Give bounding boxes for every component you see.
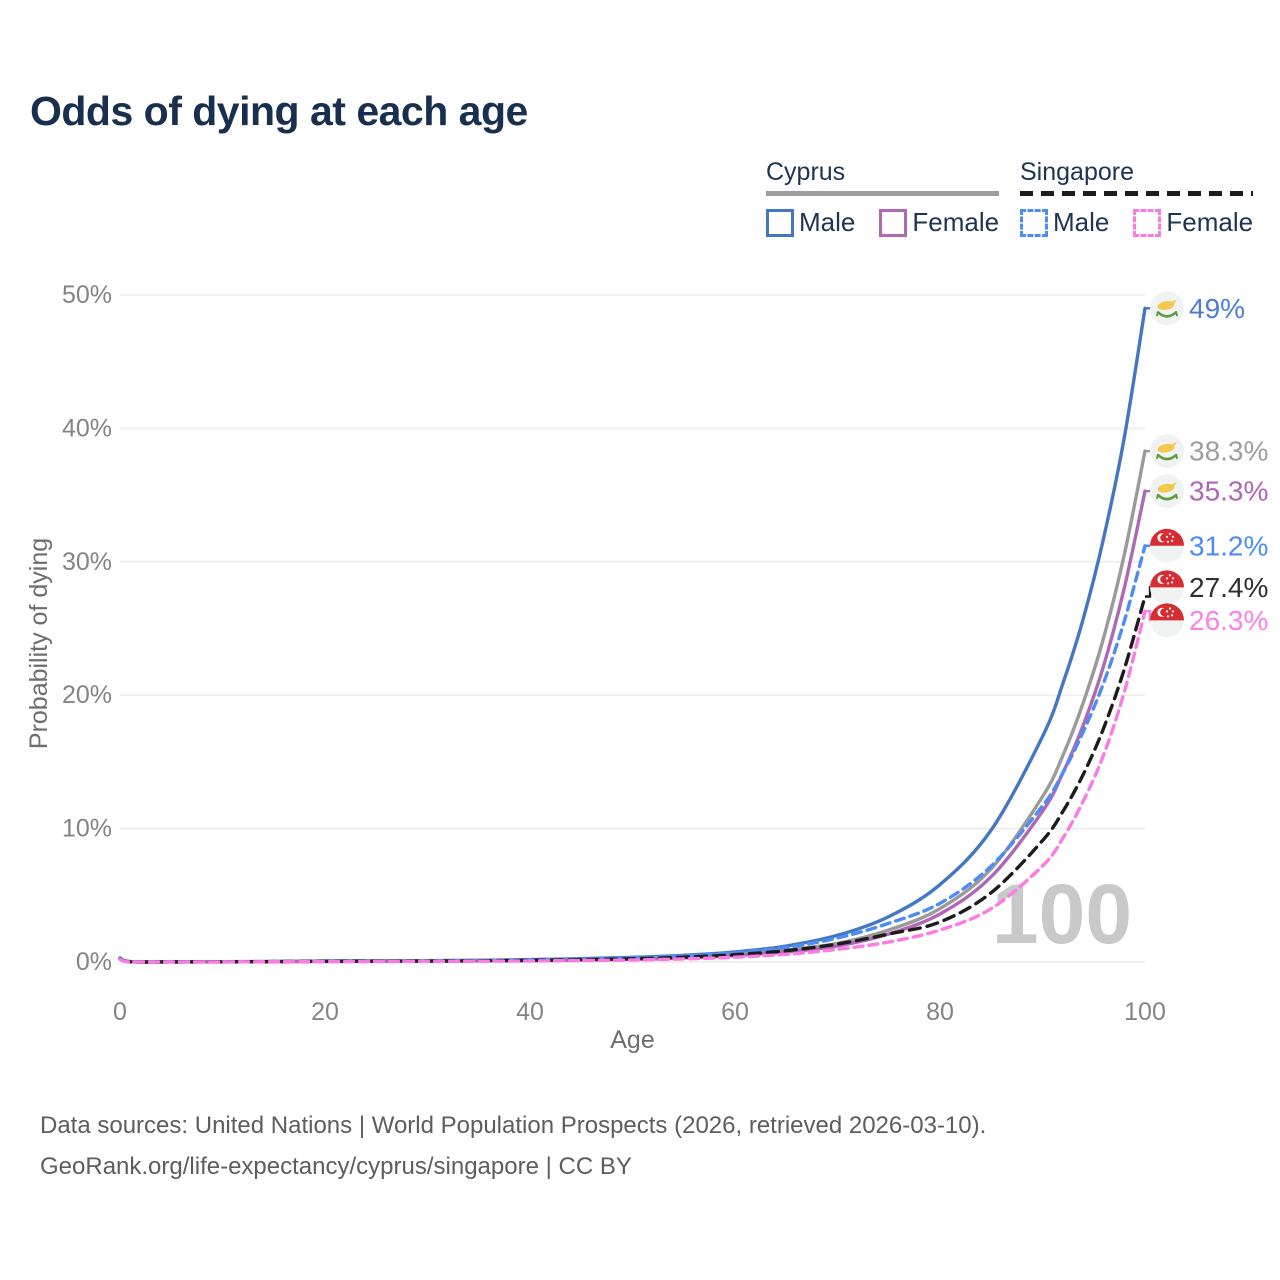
legend-group-singapore: Singapore Male Female [1020, 158, 1254, 238]
legend-item-label: Male [799, 207, 856, 237]
y-tick-label: 30% [62, 548, 112, 576]
end-label-singapore-male: 31.2% [1145, 528, 1268, 563]
cyprus-flag-icon [1150, 291, 1184, 326]
y-tick-label: 20% [62, 681, 112, 709]
singapore-flag-icon [1150, 570, 1184, 605]
legend-country-cyprus: Cyprus [766, 158, 846, 186]
legend-item-cyprus-female[interactable]: Female [879, 207, 999, 238]
legend: Cyprus Male Female Singapore Male [0, 158, 1280, 248]
end-value-label: 31.2% [1189, 530, 1268, 561]
y-tick-label: 0% [76, 948, 112, 976]
age-indicator-watermark: 100 [992, 867, 1132, 961]
end-label-cyprus-both: 38.3% [1145, 434, 1268, 469]
x-tick-label: 80 [926, 998, 954, 1026]
legend-line-key-singapore [1020, 191, 1254, 196]
legend-item-singapore-female[interactable]: Female [1133, 207, 1253, 238]
cyprus-flag-icon [1150, 474, 1184, 509]
legend-line-key-cyprus [766, 191, 1000, 196]
page-title: Odds of dying at each age [30, 88, 528, 134]
y-tick-label: 50% [62, 281, 112, 309]
legend-group-cyprus: Cyprus Male Female [766, 158, 1000, 238]
chart-footer: Data sources: United Nations | World Pop… [40, 1105, 986, 1187]
legend-item-singapore-male[interactable]: Male [1020, 207, 1109, 238]
end-value-label: 38.3% [1189, 436, 1268, 467]
series-line-singapore-female [118, 609, 1147, 964]
end-value-label: 35.3% [1189, 476, 1268, 507]
legend-item-label: Female [912, 207, 1000, 237]
x-tick-label: 20 [311, 998, 339, 1026]
end-label-singapore-both: 27.4% [1145, 570, 1268, 605]
singapore-flag-icon [1150, 603, 1184, 638]
end-value-label: 27.4% [1189, 572, 1268, 603]
x-tick-label: 0 [113, 998, 127, 1026]
legend-item-label: Male [1053, 207, 1110, 237]
singapore-female-swatch-icon [1133, 208, 1162, 237]
y-axis-title: Probability of dying [25, 538, 53, 749]
end-label-singapore-female: 26.3% [1145, 603, 1268, 638]
end-value-label: 49% [1189, 293, 1245, 324]
x-tick-label: 100 [1124, 998, 1166, 1026]
y-tick-label: 10% [62, 815, 112, 843]
singapore-male-swatch-icon [1020, 208, 1048, 237]
cyprus-female-swatch-icon [879, 208, 908, 237]
x-axis-title: Age [610, 1026, 654, 1054]
x-tick-label: 60 [721, 998, 749, 1026]
legend-country-singapore: Singapore [1020, 158, 1134, 186]
end-value-label: 26.3% [1189, 605, 1268, 636]
data-sources-text: Data sources: United Nations | World Pop… [40, 1112, 987, 1139]
singapore-flag-icon [1150, 528, 1184, 563]
source-url-text: GeoRank.org/life-expectancy/cyprus/singa… [40, 1153, 632, 1180]
legend-item-cyprus-male[interactable]: Male [766, 207, 855, 238]
legend-item-label: Female [1166, 207, 1254, 237]
y-tick-label: 40% [62, 414, 112, 442]
cyprus-male-swatch-icon [766, 208, 794, 237]
cyprus-flag-icon [1150, 434, 1184, 469]
end-label-cyprus-female: 35.3% [1145, 474, 1268, 509]
end-label-cyprus-male: 49% [1145, 291, 1245, 326]
x-tick-label: 40 [516, 998, 544, 1026]
